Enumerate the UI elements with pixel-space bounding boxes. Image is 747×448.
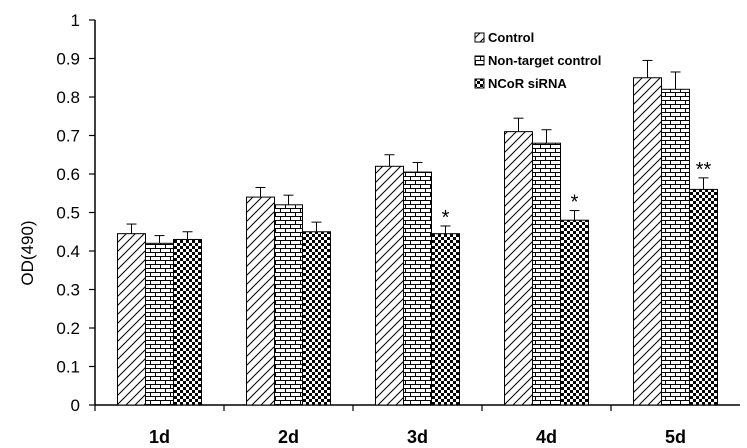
plot-area: 0 0.1 0.2 0.3 0.4 0.5 0.6 0.7 0.8 0.9 1 1d 2d 3d 4d 5d *…: [56, 11, 740, 447]
y-tick-label: 0.5: [56, 204, 80, 223]
significance-marker: **: [696, 159, 712, 181]
x-tick-label: 1d: [149, 427, 170, 447]
legend: Control Non-target control NCoR siRNA: [474, 30, 601, 91]
legend-swatch: [474, 78, 485, 89]
significance-marker: *: [571, 192, 579, 214]
y-tick-label: 0.8: [56, 88, 80, 107]
bar: [246, 196, 275, 406]
y-tick-label: 0.1: [56, 358, 80, 377]
x-tick-label: 3d: [407, 427, 428, 447]
y-tick-label: 0.4: [56, 242, 80, 261]
significance-marker: *: [442, 207, 450, 229]
legend-label: NCoR siRNA: [488, 76, 567, 91]
y-tick-label: 0.2: [56, 319, 80, 338]
x-tick-label: 5d: [665, 427, 686, 447]
x-tick-label: 4d: [536, 427, 557, 447]
bar: [403, 171, 432, 406]
bar: [274, 204, 303, 406]
legend-swatch: [474, 32, 485, 43]
x-tick-label: 2d: [278, 427, 299, 447]
y-tick-label: 1: [71, 11, 80, 30]
bar: [661, 88, 690, 406]
bar: [560, 219, 589, 406]
bar: [431, 233, 460, 406]
y-axis-title: OD(490): [18, 220, 37, 285]
y-tick-label: 0.3: [56, 281, 80, 300]
y-tick-label: 0.6: [56, 165, 80, 184]
legend-label: Control: [488, 30, 534, 45]
bar: [633, 77, 662, 406]
bar: [504, 131, 533, 406]
y-tick-label: 0.9: [56, 50, 80, 69]
y-tick-label: 0: [71, 396, 80, 415]
legend-label: Non-target control: [488, 53, 601, 68]
bar: [689, 188, 718, 406]
bar: [145, 242, 174, 406]
y-tick-label: 0.7: [56, 127, 80, 146]
bar: [173, 238, 202, 406]
legend-swatch: [474, 55, 485, 66]
bar: [375, 165, 404, 406]
bar: [302, 231, 331, 406]
bar: [532, 142, 561, 406]
bar: [117, 233, 146, 406]
